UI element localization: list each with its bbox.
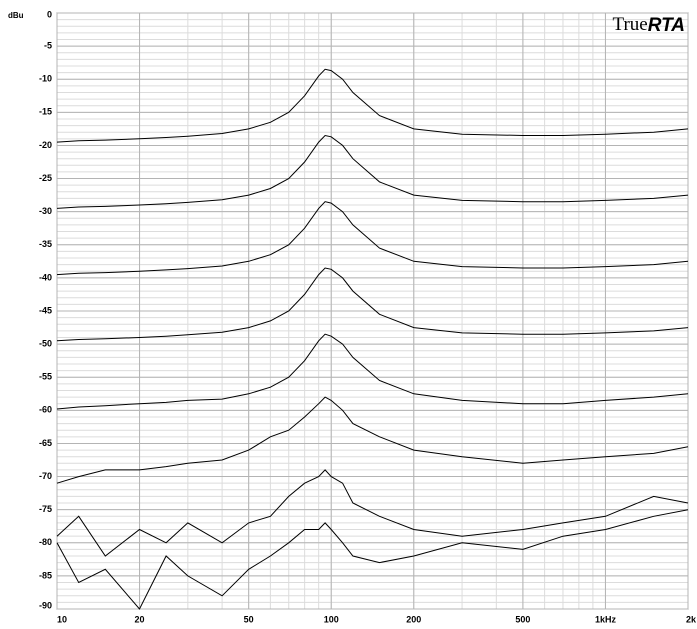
y-tick-label: -40	[39, 272, 52, 282]
logo: TrueRTA	[613, 14, 686, 36]
y-tick-label: -10	[39, 74, 52, 84]
y-tick-label: -45	[39, 305, 52, 315]
logo-text: True	[613, 14, 648, 35]
series-line	[56, 509, 689, 610]
series-line	[56, 396, 689, 484]
y-tick-label: -60	[39, 405, 52, 415]
y-tick-label: -70	[39, 471, 52, 481]
series-line	[56, 267, 689, 342]
x-tick-label: 2k	[686, 614, 697, 624]
y-tick-label: -80	[39, 537, 52, 547]
logo-emphasis: RTA	[648, 15, 685, 36]
x-tick-label: 100	[324, 614, 339, 624]
y-tick-label: -25	[39, 173, 52, 183]
x-tick-label: 50	[244, 614, 254, 624]
x-tick-label: 500	[515, 614, 530, 624]
series-line	[56, 201, 689, 276]
y-tick-label: -55	[39, 372, 52, 382]
series-line	[56, 469, 689, 557]
series-line	[56, 333, 689, 410]
y-tick-label: -35	[39, 239, 52, 249]
y-tick-label: -85	[39, 570, 52, 580]
grid	[56, 12, 689, 610]
series-line	[56, 134, 689, 209]
y-tick-label: -75	[39, 504, 52, 514]
y-tick-label: -90	[39, 600, 52, 610]
y-tick-label: -5	[44, 40, 52, 50]
y-tick-label: -30	[39, 206, 52, 216]
y-tick-label: -65	[39, 438, 52, 448]
x-tick-label: 1kHz	[595, 614, 617, 624]
y-tick-label: -15	[39, 107, 52, 117]
series-line	[56, 68, 689, 143]
y-tick-label: 0	[47, 9, 52, 19]
y-axis-label: dBu	[8, 11, 24, 20]
x-tick-label: 10	[57, 614, 67, 624]
x-tick-label: 20	[135, 614, 145, 624]
x-tick-label: 200	[406, 614, 421, 624]
y-tick-label: -50	[39, 338, 52, 348]
plot	[56, 68, 689, 610]
y-tick-label: -20	[39, 140, 52, 150]
